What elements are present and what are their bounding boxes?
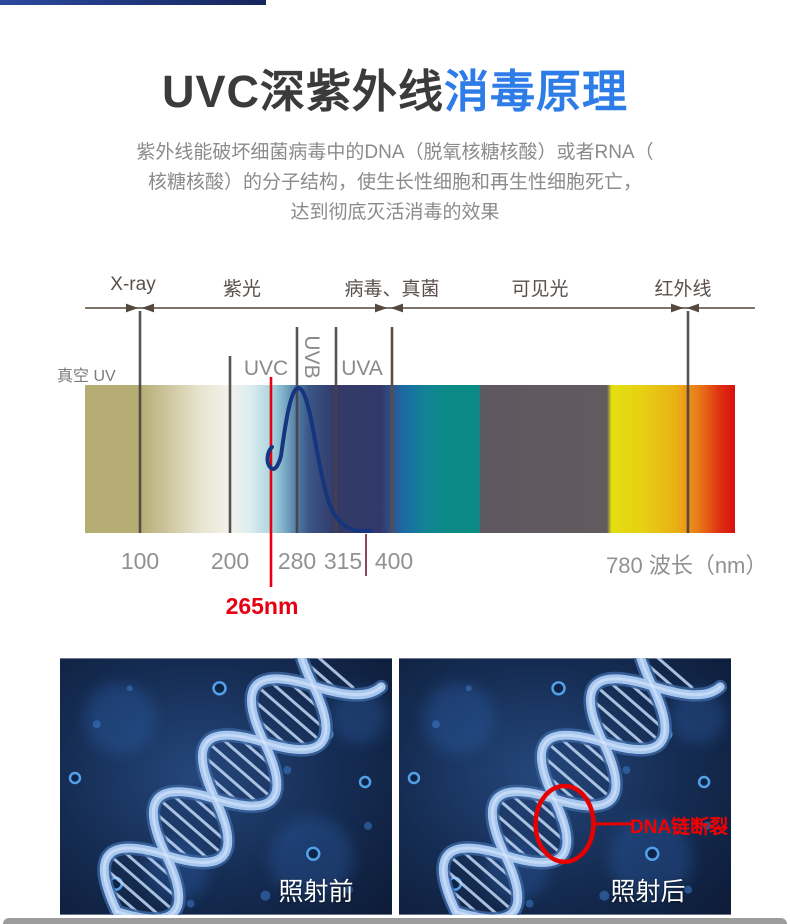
- after-image-label: 照射后: [610, 878, 686, 906]
- wavelength-tick-280: 280: [277, 548, 317, 574]
- peak-wavelength-label: 265nm: [225, 593, 299, 619]
- region-label-xray: X-ray: [110, 274, 156, 295]
- spectrum-band: [85, 385, 735, 533]
- wavelength-tick-100: 100: [120, 548, 160, 574]
- band-label-uvc: UVC: [243, 357, 289, 380]
- description-line: 达到彻底灭活消毒的效果: [290, 202, 500, 223]
- page-title-dark: UVC深紫外线: [161, 66, 444, 117]
- page-title: UVC深紫外线消毒原理: [0, 55, 790, 120]
- wavelength-axis-end-label: 780 波长（nm）: [606, 553, 768, 578]
- region-label-uv: 紫光: [222, 279, 262, 300]
- dimension-arrow-icon: [126, 303, 699, 313]
- wavelength-tick-315: 315: [323, 548, 363, 574]
- region-label-ir: 红外线: [654, 279, 712, 300]
- before-image-label: 照射前: [278, 878, 354, 906]
- region-label-virus: 病毒、真菌: [344, 279, 440, 300]
- region-label-visible: 可见光: [511, 279, 569, 300]
- wavelength-tick-400: 400: [374, 548, 414, 574]
- next-section-divider: [3, 918, 787, 924]
- page-title-accent: 消毒原理: [444, 66, 629, 117]
- dna-break-annotation-label: DNA链断裂: [630, 817, 729, 838]
- wavelength-tick-200: 200: [210, 548, 250, 574]
- dna-after-image: [399, 658, 731, 915]
- dna-break-annotation-marks: [533, 783, 632, 865]
- description: 紫外线能破坏细菌病毒中的DNA（脱氧核糖核酸）或者RNA（ 核糖核酸）的分子结构…: [0, 138, 790, 228]
- band-label-vacuum-uv: 真空 UV: [57, 368, 116, 385]
- description-line: 核糖核酸）的分子结构，使生长性细胞和再生性细胞死亡，: [147, 172, 642, 193]
- band-label-uvb: UVB: [300, 335, 323, 379]
- description-line: 紫外线能破坏细菌病毒中的DNA（脱氧核糖核酸）或者RNA（: [136, 142, 654, 163]
- band-label-uva: UVA: [341, 357, 383, 380]
- top-accent-bar: [0, 0, 266, 5]
